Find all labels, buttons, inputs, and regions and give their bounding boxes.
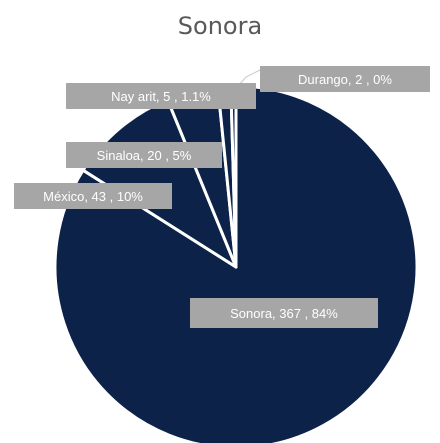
data-label-durango: Durango, 2 , 0% [298, 72, 392, 87]
data-label-box-sinaloa [66, 142, 222, 168]
data-label-mexico: México, 43 , 10% [43, 189, 143, 204]
data-label-sonora: Sonora, 367 , 84% [230, 306, 338, 321]
data-label-box-durango [260, 66, 430, 92]
data-label-sinaloa: Sinaloa, 20 , 5% [97, 148, 192, 163]
pie-slice-sonora [53, 84, 419, 443]
data-label-box-nayarit [66, 83, 256, 109]
data-label-box-sonora [190, 298, 378, 328]
chart-title: Sonora [177, 12, 263, 40]
data-label-nayarit: Nay arit, 5 , 1.1% [111, 89, 211, 104]
data-label-box-mexico [14, 183, 172, 209]
